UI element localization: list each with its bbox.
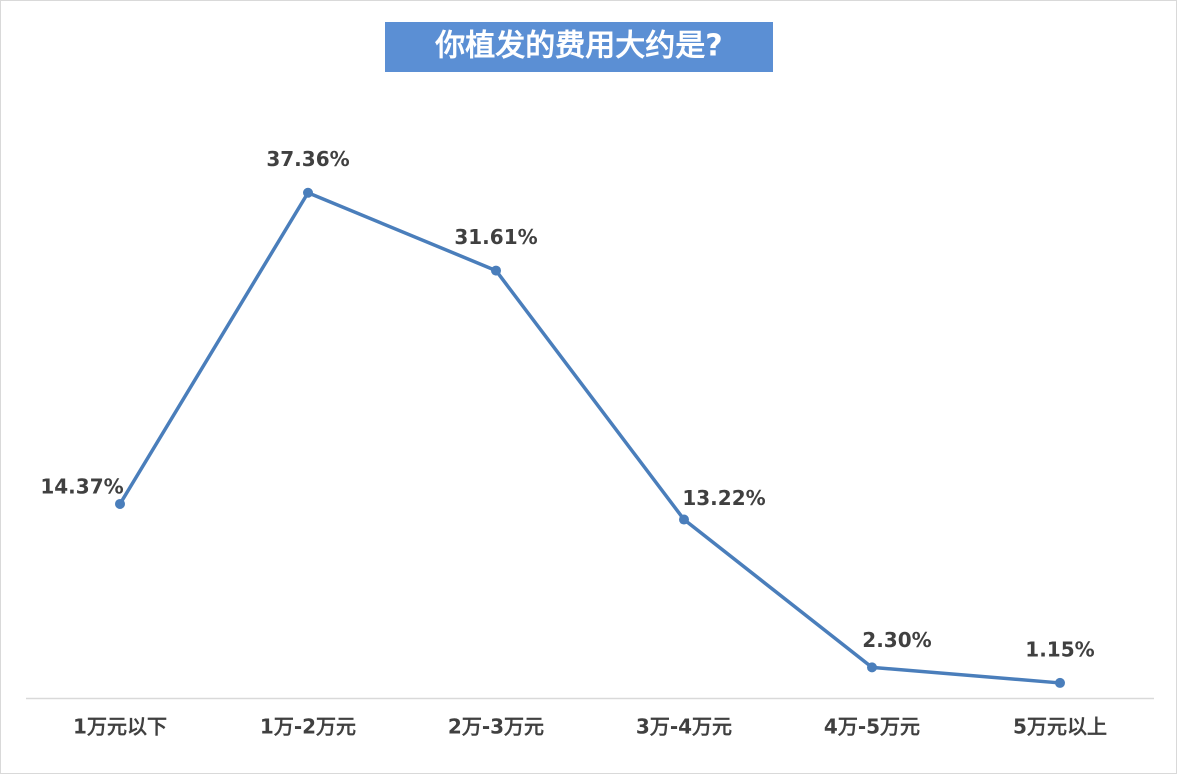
point	[303, 187, 313, 198]
point	[867, 662, 877, 673]
x-tick-label: 2万-3万元	[448, 715, 544, 739]
point	[491, 265, 501, 276]
data-label: 31.61%	[454, 225, 537, 249]
title-box	[385, 22, 773, 72]
data-label: 1.15%	[1025, 637, 1094, 661]
data-label: 37.36%	[266, 147, 349, 171]
x-tick-label: 1万元以下	[73, 715, 167, 739]
x-tick-label: 5万元以上	[1013, 715, 1107, 739]
point	[1055, 677, 1065, 688]
x-tick-label: 3万-4万元	[636, 715, 732, 739]
chart-title: 你植发的费用大约是?	[434, 29, 722, 64]
data-label: 14.37%	[40, 474, 123, 498]
line	[118, 190, 1061, 685]
data-label: 13.22%	[682, 486, 765, 510]
x-tick-label: 4万-5万元	[824, 715, 920, 739]
x-tick-label: 1万-2万元	[260, 715, 356, 739]
point	[679, 514, 689, 525]
point	[115, 498, 125, 509]
data-label: 2.30%	[862, 628, 931, 652]
